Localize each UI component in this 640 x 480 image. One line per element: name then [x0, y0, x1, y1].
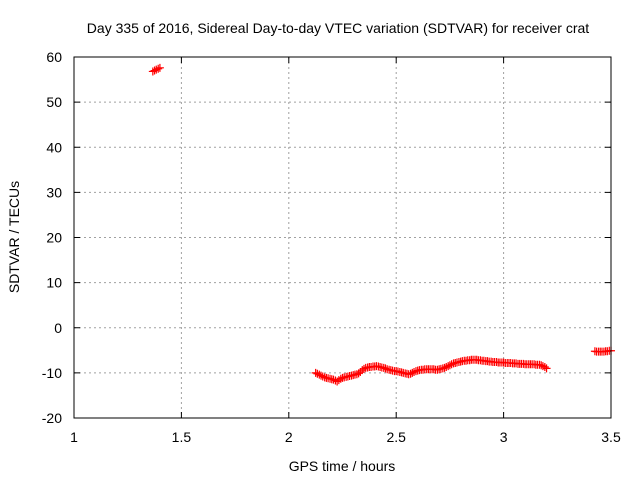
plot-frame: [73, 56, 612, 419]
data-point: [408, 368, 417, 377]
x-axis-label: GPS time / hours: [289, 458, 396, 474]
data-point: [313, 369, 322, 378]
y-tick-labels: -20 -10 0 10 20 30 40 50 60: [42, 49, 62, 426]
data-point: [540, 363, 549, 372]
x-tick-label: 3: [500, 429, 508, 445]
data-point: [447, 360, 456, 369]
x-tick-label: 2.5: [386, 429, 406, 445]
data-point: [444, 362, 453, 371]
data-point: [406, 369, 415, 378]
data-point: [336, 374, 345, 383]
data-point: [359, 364, 368, 373]
data-point: [537, 361, 546, 370]
x-tick-label: 1: [70, 429, 78, 445]
y-tick-label: 10: [46, 275, 62, 291]
y-tick-label: 60: [46, 49, 62, 65]
y-axis-label: SDTVAR / TECUs: [6, 181, 22, 293]
data-point: [150, 66, 159, 75]
x-tick-label: 2: [285, 429, 293, 445]
chart-title: Day 335 of 2016, Sidereal Day-to-day VTE…: [87, 20, 589, 36]
y-tick-label: -20: [42, 410, 62, 426]
grid-lines: [74, 57, 611, 418]
x-tick-labels: 1 1.5 2 2.5 3 3.5: [70, 429, 621, 445]
data-points: [148, 63, 615, 386]
data-point: [154, 64, 163, 73]
y-tick-label: 50: [46, 94, 62, 110]
y-tick-label: 0: [54, 320, 62, 336]
data-point: [440, 363, 449, 372]
data-point: [148, 67, 157, 76]
data-point: [410, 367, 419, 376]
data-point: [317, 371, 326, 380]
y-tick-label: 30: [46, 184, 62, 200]
data-point: [318, 372, 327, 381]
data-point: [155, 63, 164, 72]
y-tick-label: 40: [46, 139, 62, 155]
x-tick-label: 1.5: [172, 429, 192, 445]
y-tick-label: 20: [46, 230, 62, 246]
data-point: [442, 363, 451, 372]
data-point: [311, 368, 320, 377]
data-point: [381, 364, 390, 373]
y-tick-label: -10: [42, 365, 62, 381]
data-point: [445, 361, 454, 370]
x-tick-label: 3.5: [601, 429, 621, 445]
data-point: [315, 370, 324, 379]
data-point: [152, 65, 161, 74]
data-point: [542, 364, 551, 373]
